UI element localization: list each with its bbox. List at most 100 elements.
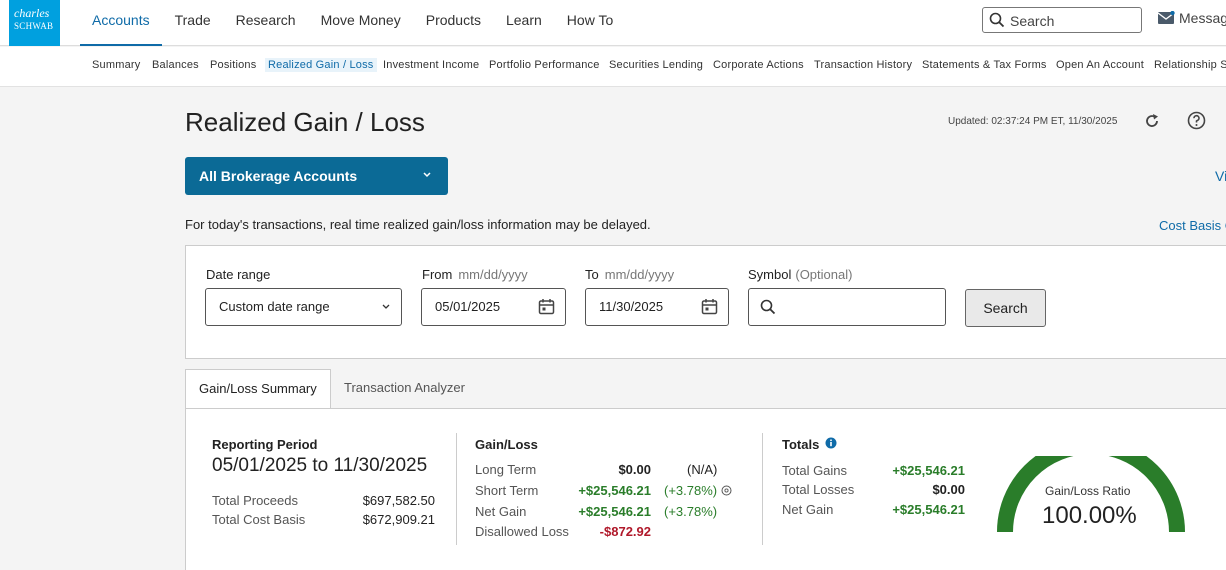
reporting-period-title: Reporting Period <box>212 437 318 452</box>
info-icon[interactable] <box>721 485 732 496</box>
reporting-period-range: 05/01/2025 to 11/30/2025 <box>212 455 428 476</box>
subnav-realized-gain-loss[interactable]: Realized Gain / Loss <box>265 58 377 72</box>
from-date-value: 05/01/2025 <box>435 299 501 314</box>
symbol-label: Symbol (Optional) <box>748 267 852 282</box>
subnav-statements-tax-forms[interactable]: Statements & Tax Forms <box>922 59 1047 71</box>
short-term-label: Short Term <box>475 483 539 498</box>
from-hint-text: mm/dd/yyyy <box>458 267 528 282</box>
symbol-hint-text: (Optional) <box>795 267 853 282</box>
short-term-value: +$25,546.21 <box>578 483 651 498</box>
gain-loss-title: Gain/Loss <box>475 437 538 452</box>
subnav-securities-lending[interactable]: Securities Lending <box>609 59 704 71</box>
subnav-open-an-account[interactable]: Open An Account <box>1056 59 1145 71</box>
totals-net-gain-label: Net Gain <box>782 502 834 517</box>
delay-notice: For today's transactions, real time real… <box>185 217 651 232</box>
gain-loss-ratio-gauge <box>997 456 1185 533</box>
updated-timestamp: Updated: 02:37:24 PM ET, 11/30/2025 <box>948 116 1118 127</box>
subnav-relationship[interactable]: Relationship S <box>1154 59 1226 71</box>
info-icon[interactable] <box>825 437 837 449</box>
subnav-balances[interactable]: Balances <box>152 59 199 71</box>
global-search-input[interactable]: Search <box>982 7 1142 33</box>
to-date-value: 11/30/2025 <box>599 299 664 314</box>
gauge-value: 100.00% <box>1042 502 1137 529</box>
chevron-down-icon <box>423 172 431 178</box>
secondary-nav: Summary Balances Positions Realized Gain… <box>0 47 1226 87</box>
primary-nav: Accounts Trade Research Move Money Produ… <box>80 0 626 46</box>
nav-products[interactable]: Products <box>425 12 481 28</box>
short-term-pct: (+3.78%) <box>664 483 718 498</box>
from-date-input[interactable]: 05/01/2025 <box>421 288 566 326</box>
tab-transaction-analyzer[interactable]: Transaction Analyzer <box>344 380 465 395</box>
summary-panel <box>185 408 1226 570</box>
search-icon <box>760 299 776 315</box>
calendar-icon[interactable] <box>538 298 555 315</box>
nav-accounts[interactable]: Accounts <box>80 0 162 46</box>
subnav-transaction-history[interactable]: Transaction History <box>814 59 913 71</box>
nav-how-to[interactable]: How To <box>566 12 614 28</box>
nav-research[interactable]: Research <box>235 12 296 28</box>
from-date-label: From mm/dd/yyyy <box>422 267 528 282</box>
column-divider <box>456 433 457 545</box>
subnav-portfolio-performance[interactable]: Portfolio Performance <box>489 59 600 71</box>
subnav-summary[interactable]: Summary <box>92 59 141 71</box>
net-gain-value: +$25,546.21 <box>578 504 651 519</box>
total-cost-basis-value: $672,909.21 <box>362 512 435 527</box>
from-label-text: From <box>422 267 453 282</box>
gauge-label: Gain/Loss Ratio <box>1045 484 1131 498</box>
account-selector-dropdown[interactable]: All Brokerage Accounts <box>185 157 448 195</box>
long-term-label: Long Term <box>475 462 537 477</box>
to-date-label: To mm/dd/yyyy <box>585 267 674 282</box>
total-gains-value: +$25,546.21 <box>892 463 965 478</box>
net-gain-label: Net Gain <box>475 504 527 519</box>
nav-trade[interactable]: Trade <box>174 12 211 28</box>
subnav-positions[interactable]: Positions <box>210 59 257 71</box>
messages-link[interactable]: Messag <box>1157 10 1226 26</box>
total-gains-label: Total Gains <box>782 463 848 478</box>
long-term-value: $0.00 <box>618 462 651 477</box>
disallowed-loss-value: -$872.92 <box>599 524 651 539</box>
global-search-placeholder: Search <box>1010 13 1055 29</box>
view-link[interactable]: Vi <box>1215 168 1226 184</box>
date-range-value: Custom date range <box>219 299 330 314</box>
net-gain-pct: (+3.78%) <box>664 504 718 519</box>
nav-move-money[interactable]: Move Money <box>320 12 401 28</box>
totals-net-gain-value: +$25,546.21 <box>892 502 965 517</box>
top-navigation-bar: charles SCHWAB Accounts Trade Research M… <box>0 0 1226 46</box>
page-title: Realized Gain / Loss <box>185 107 425 137</box>
cost-basis-link[interactable]: Cost Basis C <box>1159 218 1226 233</box>
filter-panel: Date range Custom date range From mm/dd/y… <box>185 245 1226 359</box>
search-icon <box>989 12 1005 28</box>
schwab-logo[interactable]: charles SCHWAB <box>9 0 60 46</box>
to-hint-text: mm/dd/yyyy <box>604 267 675 282</box>
long-term-pct: (N/A) <box>687 462 718 477</box>
gauge-fill-arc <box>997 456 1185 533</box>
to-date-input[interactable]: 11/30/2025 <box>585 288 729 326</box>
logo-line1: charles <box>14 6 50 20</box>
account-selector-label: All Brokerage Accounts <box>199 168 358 184</box>
symbol-label-text: Symbol <box>748 267 792 282</box>
column-divider <box>762 433 763 545</box>
disallowed-loss-label: Disallowed Loss <box>475 524 569 539</box>
date-range-select[interactable]: Custom date range <box>205 288 402 326</box>
refresh-icon[interactable] <box>1144 113 1160 129</box>
search-button[interactable]: Search <box>965 289 1046 327</box>
total-losses-label: Total Losses <box>782 482 855 497</box>
calendar-icon[interactable] <box>701 298 718 315</box>
total-proceeds-value: $697,582.50 <box>362 493 435 508</box>
subnav-corporate-actions[interactable]: Corporate Actions <box>713 59 804 71</box>
total-cost-basis-label: Total Cost Basis <box>212 512 306 527</box>
help-icon[interactable] <box>1187 111 1206 130</box>
nav-learn[interactable]: Learn <box>505 12 542 28</box>
messages-label: Messag <box>1179 10 1226 26</box>
envelope-icon <box>1157 11 1175 24</box>
date-range-label: Date range <box>206 267 271 282</box>
tab-gain-loss-summary[interactable]: Gain/Loss Summary <box>185 369 331 409</box>
totals-title: Totals <box>782 437 820 452</box>
chevron-down-icon <box>382 304 390 309</box>
symbol-input[interactable] <box>748 288 946 326</box>
total-losses-value: $0.00 <box>932 482 965 497</box>
logo-line2: SCHWAB <box>14 21 54 31</box>
subnav-investment-income[interactable]: Investment Income <box>383 59 480 71</box>
to-label-text: To <box>585 267 599 282</box>
total-proceeds-label: Total Proceeds <box>212 493 298 508</box>
